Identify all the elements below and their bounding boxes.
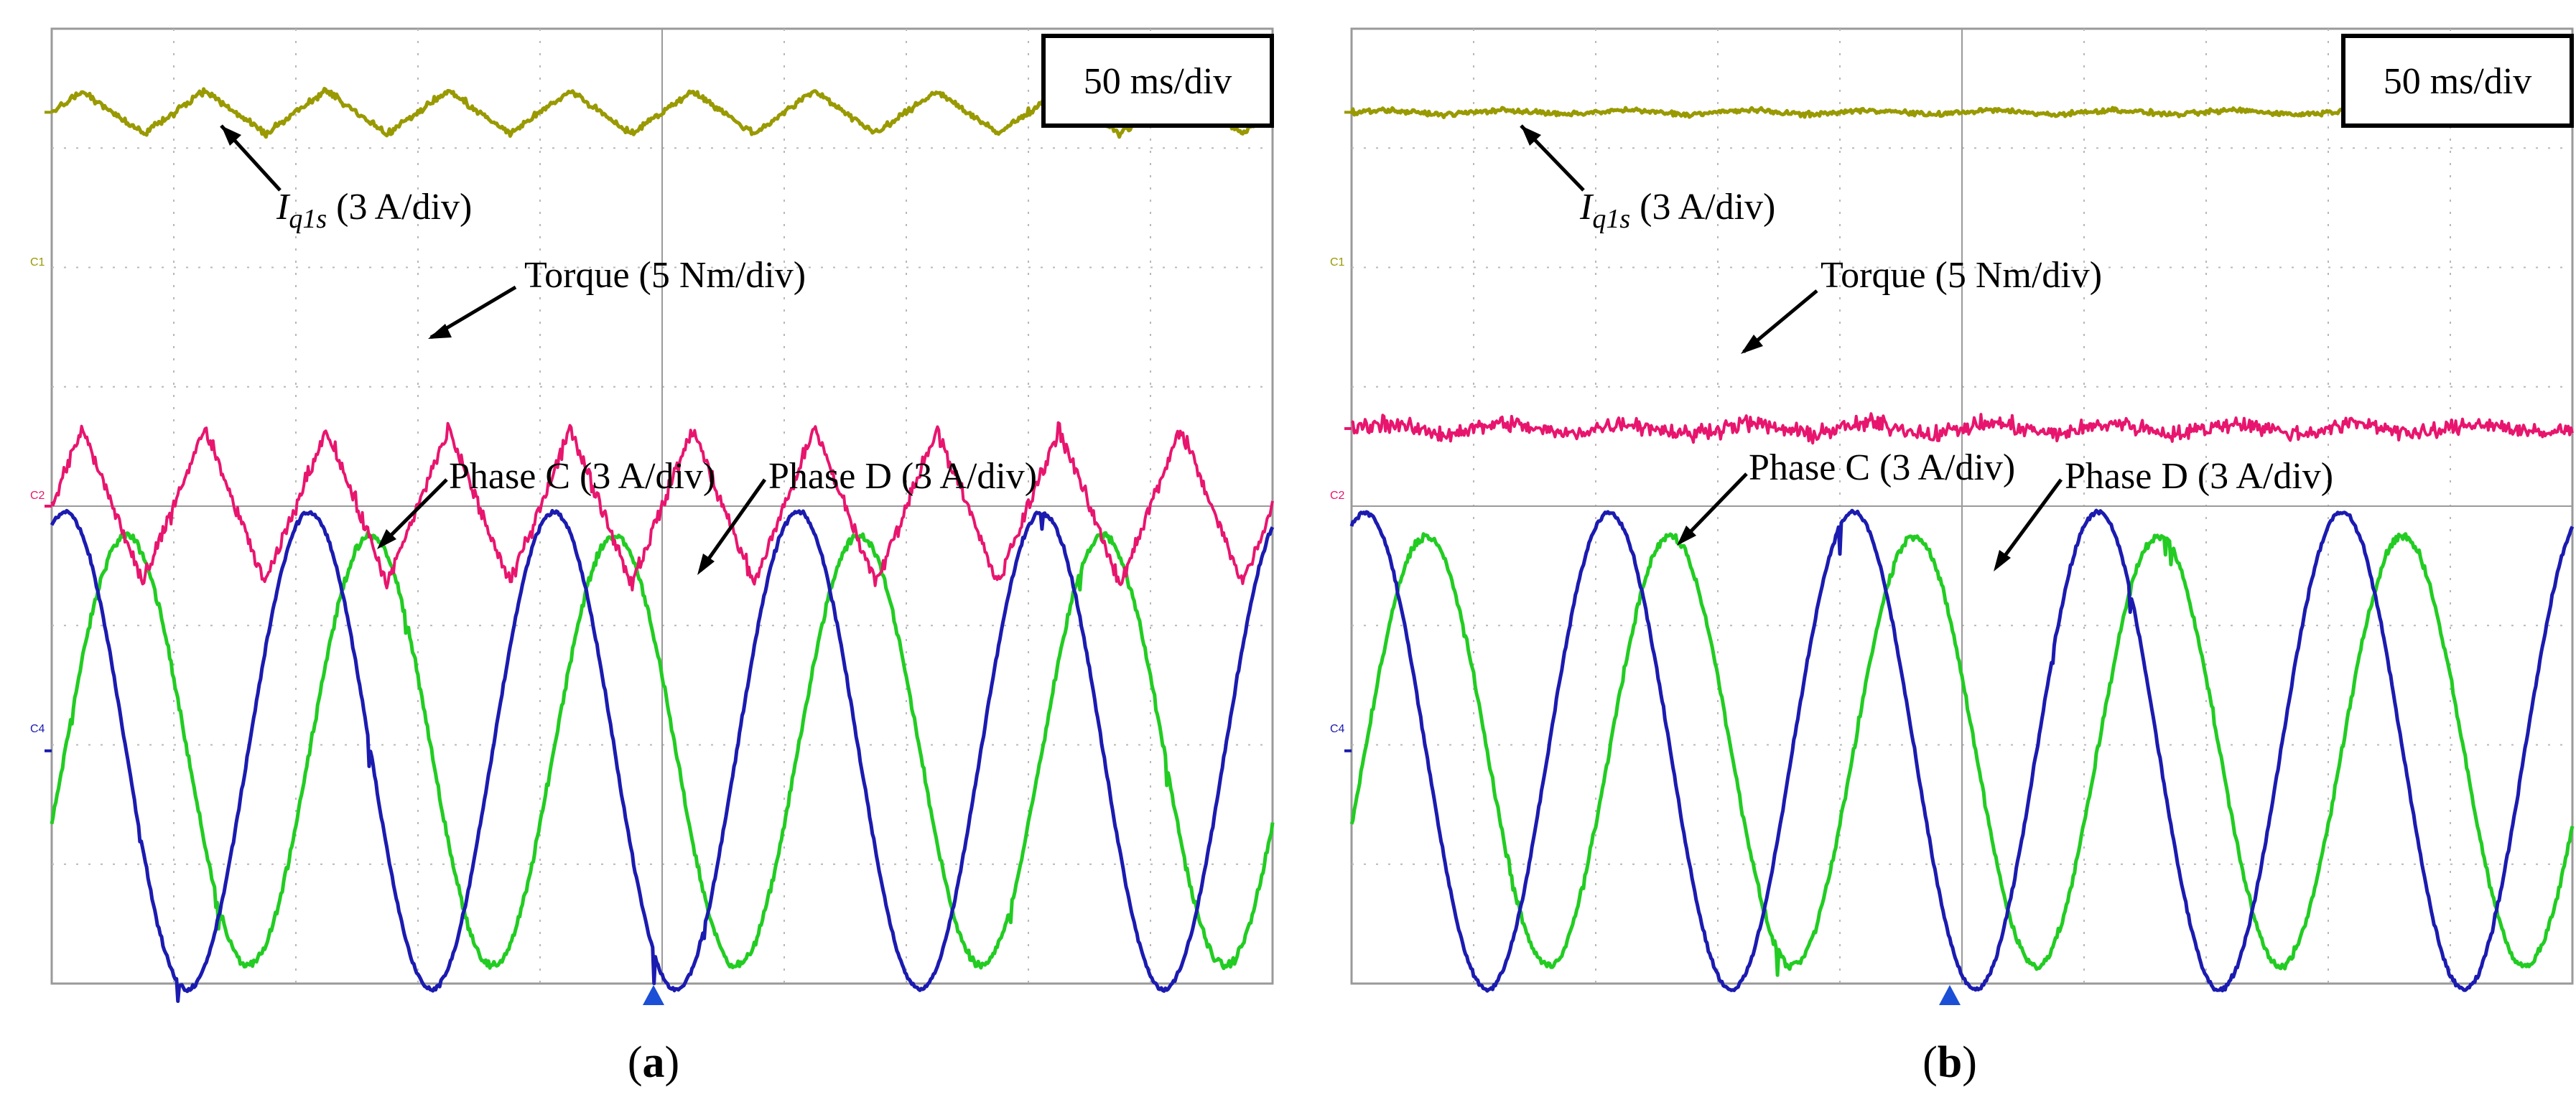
panel-b-phased-arrowhead	[1994, 550, 2011, 571]
panel-b-phasec-label: Phase C (3 A/div)	[1749, 447, 2015, 488]
panel-b-c4-marker: C4	[1330, 723, 1345, 735]
panel-b-caption-close: )	[1962, 1038, 1977, 1087]
panel-a-iq1s-label: Iq1s (3 A/div)	[276, 187, 472, 234]
panel-a-phasec-arrowhead	[377, 529, 396, 549]
panel-b-caption-letter: b	[1938, 1038, 1962, 1087]
panel-a-phasec-label: Phase C (3 A/div)	[449, 456, 715, 497]
panel-a-c2-marker: C2	[30, 490, 45, 502]
panel-b-iq1s-subscript: q1s	[1592, 204, 1630, 234]
panel-a-trace-torque	[50, 421, 1274, 592]
panel-b-timebase-label: 50 ms/div	[2384, 61, 2532, 102]
panel-b-torque-label: Torque (5 Nm/div)	[1821, 255, 2102, 296]
panel-a-phased-label: Phase D (3 A/div)	[768, 456, 1037, 497]
panel-b: C1 C2 C4 50 ms/div Iq1s (3 A/div) Torque…	[1330, 27, 2575, 1087]
panel-b-phased-arrow	[1994, 478, 2063, 569]
panel-b-iq1s-scale: (3 A/div)	[1630, 187, 1775, 228]
panel-b-caption-open: (	[1922, 1038, 1938, 1087]
panel-b-phasec-arrowhead	[1677, 526, 1696, 546]
panel-a-torque-arrowhead	[428, 324, 452, 339]
panel-b-c1-marker: C1	[1330, 256, 1345, 269]
panel-b-trace-phase-d	[1349, 532, 2575, 977]
panel-a-traces	[50, 86, 1275, 1003]
panel-b-iq1s-symbol: I	[1579, 187, 1594, 228]
panel-b-torque-arrowhead	[1741, 335, 1763, 354]
panel-a-caption: (a)	[628, 1038, 679, 1087]
panel-a-timebase-label: 50 ms/div	[1084, 61, 1232, 102]
panel-b-phasec-arrow	[1679, 472, 1748, 543]
panel-b-grid	[1344, 27, 2574, 985]
panel-a-caption-open: (	[628, 1038, 643, 1087]
panel-a-phased-arrow	[698, 478, 767, 572]
panel-a-iq1s-symbol: I	[276, 187, 291, 228]
panel-a-iq1s-subscript: q1s	[289, 204, 327, 234]
panel-a-iq1s-arrowhead	[221, 126, 241, 146]
panel-a-c1-marker: C1	[30, 256, 45, 269]
panel-b-phased-label: Phase D (3 A/div)	[2065, 456, 2333, 497]
panel-a-timebase-box	[1041, 34, 1274, 128]
panel-a-c4-marker: C4	[30, 723, 45, 735]
panel-a: C1 C2 C4 50 ms/div Iq1s (3 A/div) Torque…	[30, 27, 1275, 1087]
panel-b-timebase-box	[2341, 34, 2574, 128]
panel-b-caption: (b)	[1922, 1038, 1977, 1087]
panel-b-trace-torque	[1351, 412, 2574, 445]
panel-b-trigger-marker	[1939, 985, 1961, 1005]
panel-a-trace-phase-c	[50, 508, 1275, 1003]
panel-a-iq1s-scale: (3 A/div)	[327, 187, 472, 228]
panel-a-trace-phase-d	[50, 531, 1275, 971]
panel-b-iq1s-label: Iq1s (3 A/div)	[1579, 187, 1775, 234]
panel-b-c2-marker: C2	[1330, 490, 1345, 502]
panel-a-caption-close: )	[665, 1038, 680, 1087]
panel-a-caption-letter: a	[643, 1038, 665, 1087]
panel-a-trigger-marker	[643, 985, 664, 1005]
panel-a-torque-label: Torque (5 Nm/div)	[524, 255, 806, 296]
panel-b-iq1s-arrowhead	[1521, 126, 1541, 146]
panel-a-phased-arrowhead	[697, 554, 715, 575]
panel-b-trace-phase-c	[1349, 508, 2575, 993]
